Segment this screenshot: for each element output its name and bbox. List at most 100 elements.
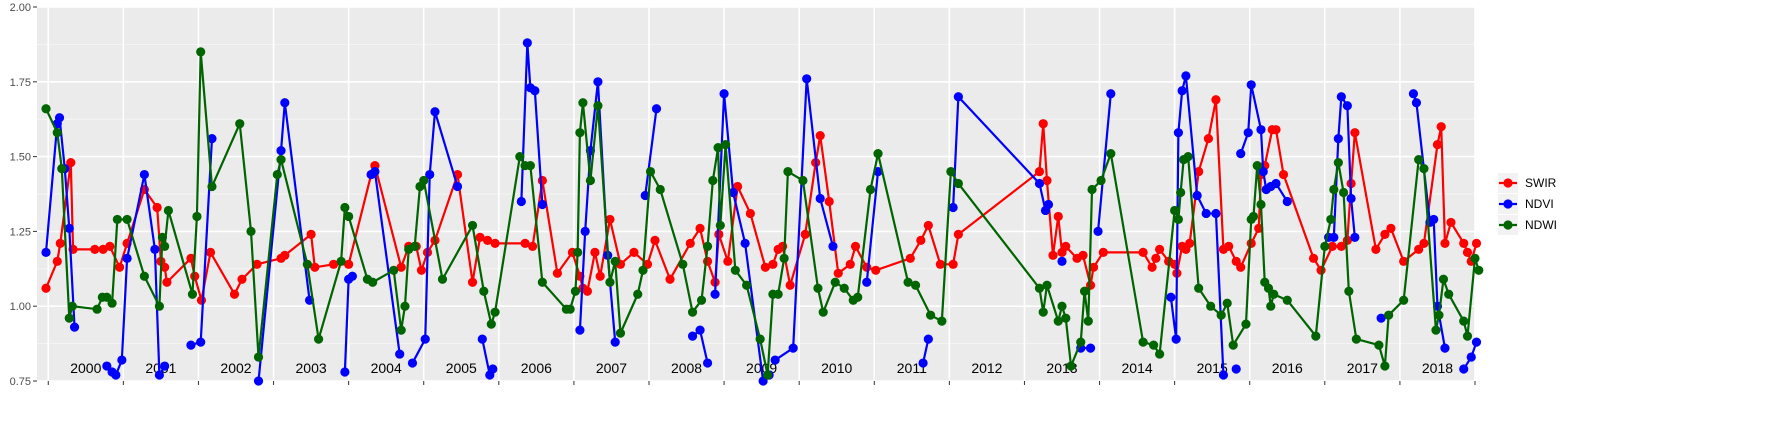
data-point-swir: [629, 247, 639, 257]
data-point-swir: [475, 232, 485, 242]
data-point-ndvi: [537, 199, 547, 210]
data-point-swir: [800, 229, 810, 239]
data-point-ndwi: [1183, 152, 1193, 162]
data-point-swir: [490, 238, 500, 248]
data-point-ndvi: [347, 271, 357, 281]
data-point-ndwi: [798, 175, 808, 186]
year-label: 2016: [1272, 360, 1303, 376]
data-point-ndvi: [1218, 370, 1229, 380]
data-point-swir: [280, 250, 290, 260]
data-point-ndwi: [419, 175, 429, 186]
data-point-swir: [1419, 238, 1429, 248]
data-point-swir: [1203, 134, 1214, 144]
data-point-ndwi: [1311, 331, 1321, 341]
data-point-ndwi: [525, 160, 535, 171]
data-point-ndvi: [340, 367, 350, 377]
data-point-ndwi: [302, 259, 312, 269]
data-point-ndwi: [1176, 187, 1186, 198]
data-point-swir: [1061, 241, 1071, 251]
data-point-ndvi: [1258, 166, 1268, 177]
data-point-ndvi: [1350, 232, 1360, 242]
data-point-ndwi: [1474, 265, 1484, 275]
data-point-ndwi: [713, 143, 723, 153]
data-point-ndwi: [313, 334, 324, 344]
data-point-ndvi: [802, 74, 812, 84]
data-point-swir: [1034, 166, 1045, 177]
data-point-swir: [824, 196, 834, 207]
data-point-ndvi: [430, 107, 440, 117]
data-point-swir: [416, 265, 427, 275]
data-point-swir: [252, 259, 262, 269]
data-point-ndvi: [1085, 343, 1096, 353]
data-point-ndvi: [117, 355, 127, 365]
data-point-ndwi: [585, 175, 596, 186]
data-point-ndvi: [196, 337, 206, 347]
data-point-ndvi: [1177, 86, 1187, 96]
legend-item-ndvi: NDVI: [1498, 194, 1554, 214]
data-point-ndwi: [486, 319, 496, 329]
data-point-ndwi: [1083, 316, 1093, 326]
data-point-ndwi: [1344, 286, 1354, 296]
data-point-ndwi: [655, 184, 665, 195]
data-point-swir: [605, 214, 615, 225]
data-point-ndwi: [467, 220, 478, 231]
data-point-ndvi: [64, 223, 74, 234]
data-point-ndwi: [157, 232, 168, 242]
year-label: 2006: [521, 360, 552, 376]
data-point-ndwi: [1079, 286, 1090, 296]
year-label: 2002: [220, 360, 251, 376]
data-point-swir: [1462, 247, 1473, 257]
data-point-ndwi: [1269, 289, 1279, 299]
data-point-ndwi: [730, 265, 740, 275]
data-point-ndvi: [516, 196, 526, 207]
data-point-swir: [1471, 238, 1482, 248]
data-point-ndvi: [1034, 178, 1045, 189]
y-axis: 0.75 1.00 1.25 1.50 1.75 2.00: [10, 2, 37, 388]
data-point-swir: [923, 220, 933, 231]
data-point-ndwi: [1414, 154, 1424, 165]
data-point-swir: [1278, 169, 1289, 180]
data-point-swir: [1432, 140, 1443, 150]
data-point-ndwi: [873, 149, 883, 159]
data-point-ndwi: [1320, 241, 1330, 251]
data-point-ndwi: [1076, 337, 1086, 347]
data-point-ndwi: [1380, 361, 1390, 371]
data-point-ndvi: [1171, 334, 1181, 344]
data-point-ndwi: [1338, 187, 1349, 198]
data-point-swir: [237, 274, 247, 284]
y-tick-label: 1.00: [10, 301, 31, 313]
data-point-ndwi: [783, 166, 793, 177]
data-point-ndwi: [207, 181, 217, 192]
data-point-ndvi: [1333, 134, 1343, 144]
data-point-ndwi: [1066, 361, 1076, 371]
data-point-ndvi: [150, 244, 160, 254]
data-point-ndwi: [1438, 274, 1449, 284]
data-point-swir: [52, 256, 62, 266]
data-point-ndvi: [728, 187, 738, 198]
data-point-ndvi: [1429, 214, 1439, 225]
data-point-ndwi: [1170, 205, 1180, 216]
data-point-swir: [582, 286, 593, 296]
data-point-ndvi: [1246, 80, 1256, 90]
series-ndwi: [41, 47, 1484, 380]
data-point-ndvi: [1231, 364, 1241, 374]
data-point-ndwi: [565, 304, 575, 314]
data-point-swir: [1211, 95, 1221, 105]
data-point-ndwi: [515, 152, 525, 162]
data-point-ndvi: [1342, 101, 1352, 111]
data-point-ndvi: [280, 98, 290, 108]
data-point-swir: [41, 283, 51, 293]
data-point-ndvi: [41, 247, 51, 257]
data-point-ndvi: [1376, 313, 1386, 323]
legend-item-ndwi: NDWI: [1498, 215, 1557, 235]
data-point-ndwi: [154, 301, 164, 311]
data-point-swir: [1048, 250, 1058, 260]
data-point-ndwi: [490, 307, 500, 317]
data-point-ndvi: [154, 370, 164, 380]
data-point-ndwi: [813, 283, 823, 293]
data-point-ndvi: [1408, 89, 1419, 99]
year-label: 2018: [1422, 360, 1453, 376]
data-point-ndwi: [1206, 301, 1216, 311]
data-point-swir: [90, 244, 100, 254]
data-point-swir: [665, 274, 675, 284]
